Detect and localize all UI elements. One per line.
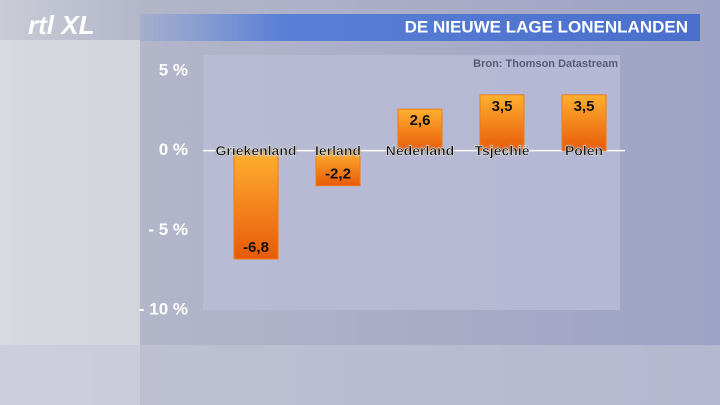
x-tick-label: Ierland	[315, 142, 361, 158]
x-tick-label: Griekenland	[216, 142, 297, 158]
chart-title: DE NIEUWE LAGE LONENLANDEN	[405, 17, 688, 36]
bar	[479, 94, 525, 152]
source: Bron: Thomson Datastream	[473, 58, 618, 70]
backdrop-floor	[0, 345, 720, 405]
value-label: -6,8	[243, 239, 269, 256]
y-tick-label: - 5 %	[148, 220, 188, 239]
y-tick-label: 5 %	[159, 60, 188, 79]
logo: rtl XL	[28, 10, 94, 40]
bar	[233, 150, 279, 260]
value-label: 3,5	[574, 98, 595, 115]
value-label: -2,2	[325, 166, 351, 183]
x-tick-label: Polen	[565, 142, 603, 158]
bar	[397, 108, 443, 152]
value-label: 2,6	[410, 112, 431, 129]
y-tick-label: 0 %	[159, 140, 188, 159]
bar	[561, 94, 607, 152]
backdrop-documents	[0, 40, 140, 405]
title-band	[140, 14, 700, 41]
bar	[315, 150, 361, 187]
y-tick-label: - 10 %	[139, 299, 188, 318]
value-label: 3,5	[492, 98, 513, 115]
x-tick-label: Tsjechië	[475, 142, 530, 158]
x-tick-label: Nederland	[386, 142, 454, 158]
